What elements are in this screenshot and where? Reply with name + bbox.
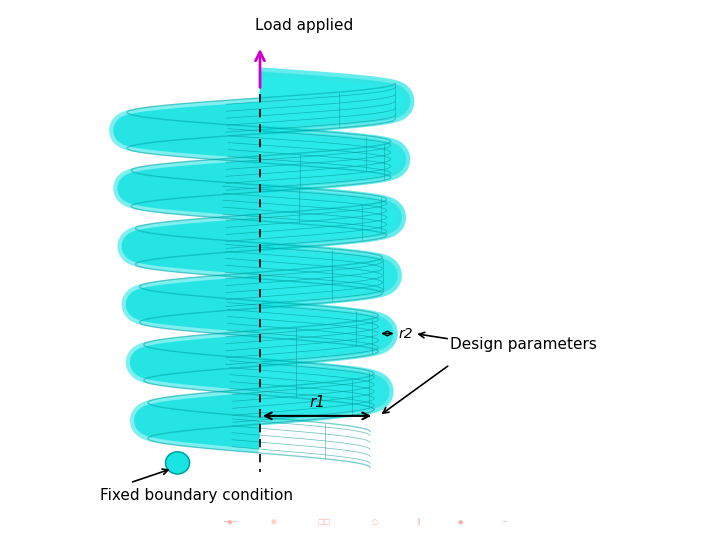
- Text: ◆: ◆: [458, 519, 464, 525]
- Polygon shape: [166, 452, 189, 474]
- Text: ‖: ‖: [416, 518, 419, 525]
- Text: 4: 4: [619, 515, 626, 528]
- Text: Load applied: Load applied: [255, 18, 354, 33]
- Text: Design parameters: Design parameters: [450, 337, 597, 352]
- Text: MSC Software®: MSC Software®: [621, 517, 713, 526]
- Text: REALITY™: REALITY™: [52, 517, 91, 526]
- Text: Summary of Model: Summary of Model: [9, 8, 274, 32]
- Text: ─: ─: [502, 519, 506, 525]
- Text: □□: □□: [318, 519, 330, 525]
- Text: ⊕: ⊕: [271, 519, 276, 525]
- Text: r2: r2: [398, 327, 413, 341]
- Text: r1: r1: [309, 395, 325, 410]
- Text: ─◆─: ─◆─: [223, 519, 238, 525]
- Text: Fixed boundary condition: Fixed boundary condition: [100, 488, 293, 503]
- Text: simulating: simulating: [9, 517, 67, 526]
- Text: ○: ○: [372, 519, 377, 525]
